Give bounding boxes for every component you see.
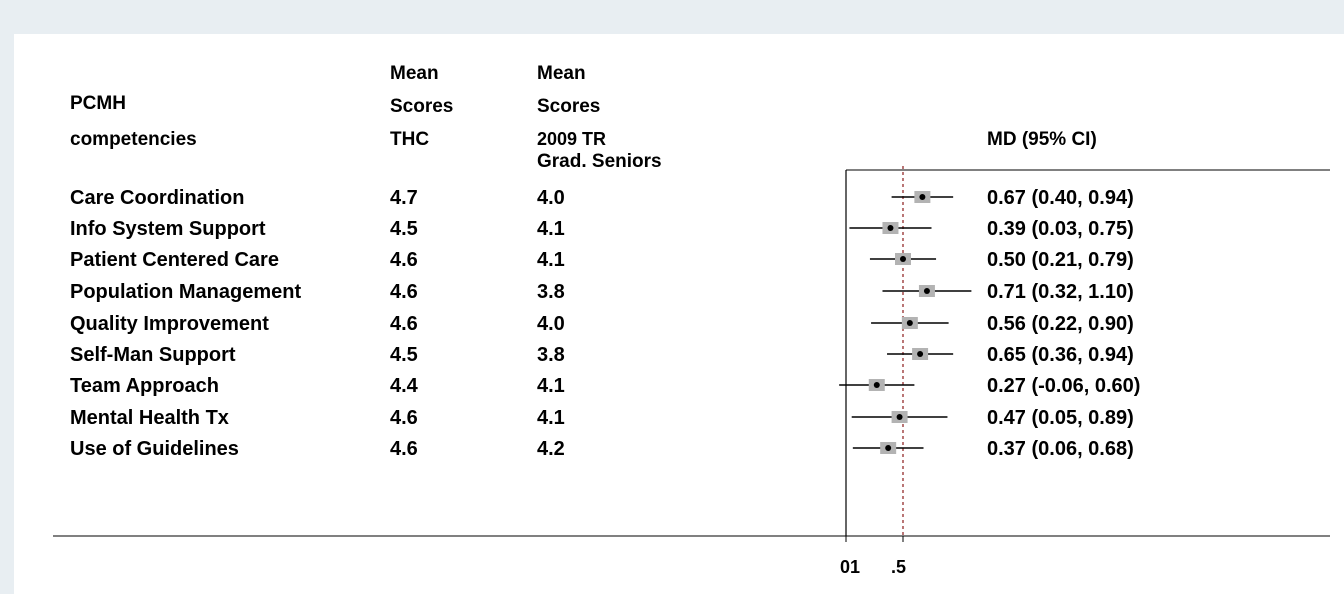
row-tr-score: 4.1 xyxy=(537,375,565,397)
header-thc-line2: Scores xyxy=(390,96,454,117)
point-estimate-dot xyxy=(906,320,913,326)
point-estimate-dot xyxy=(896,414,903,420)
point-estimate-dot xyxy=(873,382,880,388)
row-label: Care Coordination xyxy=(70,187,245,209)
row-label: Quality Improvement xyxy=(70,313,269,335)
point-estimate-dot xyxy=(885,445,892,451)
header-competency-line2: competencies xyxy=(70,129,197,150)
row-md-ci: 0.27 (-0.06, 0.60) xyxy=(987,375,1141,397)
row-md-ci: 0.37 (0.06, 0.68) xyxy=(987,438,1134,460)
row-thc-score: 4.7 xyxy=(390,187,418,209)
row-thc-score: 4.6 xyxy=(390,438,418,460)
x-tick-label: 1 xyxy=(850,557,860,577)
row-label: Population Management xyxy=(70,281,302,303)
row-thc-score: 4.6 xyxy=(390,313,418,335)
point-estimate-dot xyxy=(919,194,926,200)
row-md-ci: 0.39 (0.03, 0.75) xyxy=(987,218,1134,240)
row-label: Team Approach xyxy=(70,375,219,397)
row-tr-score: 3.8 xyxy=(537,344,565,366)
row-tr-score: 4.1 xyxy=(537,407,565,429)
row-md-ci: 0.67 (0.40, 0.94) xyxy=(987,187,1134,209)
point-estimate-dot xyxy=(923,288,930,294)
row-md-ci: 0.65 (0.36, 0.94) xyxy=(987,344,1134,366)
row-thc-score: 4.6 xyxy=(390,407,418,429)
header-tr-line1: Mean xyxy=(537,63,586,84)
header-md: MD (95% CI) xyxy=(987,129,1097,150)
row-thc-score: 4.4 xyxy=(390,375,418,397)
row-md-ci: 0.50 (0.21, 0.79) xyxy=(987,249,1134,271)
row-label: Patient Centered Care xyxy=(70,249,279,271)
header-tr-line3: 2009 TR xyxy=(537,129,607,149)
header-tr-line4: Grad. Seniors xyxy=(537,151,662,172)
row-label: Use of Guidelines xyxy=(70,438,239,460)
row-thc-score: 4.5 xyxy=(390,344,418,366)
row-label: Mental Health Tx xyxy=(70,407,229,429)
header-thc-line3: THC xyxy=(390,129,430,150)
row-md-ci: 0.56 (0.22, 0.90) xyxy=(987,313,1134,335)
x-tick-label: .5 xyxy=(891,557,906,577)
row-tr-score: 4.2 xyxy=(537,438,565,460)
row-label: Info System Support xyxy=(70,218,266,240)
point-estimate-dot xyxy=(917,351,924,357)
row-md-ci: 0.47 (0.05, 0.89) xyxy=(987,407,1134,429)
header-thc-line1: Mean xyxy=(390,63,439,84)
row-md-ci: 0.71 (0.32, 1.10) xyxy=(987,281,1134,303)
row-tr-score: 4.1 xyxy=(537,249,565,271)
chart-panel xyxy=(14,34,1344,594)
row-tr-score: 4.1 xyxy=(537,218,565,240)
header-competency-line1: PCMH xyxy=(70,93,126,114)
row-thc-score: 4.6 xyxy=(390,249,418,271)
row-label: Self-Man Support xyxy=(70,344,236,366)
x-tick-label: 0 xyxy=(840,557,850,577)
row-thc-score: 4.5 xyxy=(390,218,418,240)
point-estimate-dot xyxy=(900,256,906,262)
row-tr-score: 4.0 xyxy=(537,187,565,209)
row-thc-score: 4.6 xyxy=(390,281,418,303)
point-estimate-dot xyxy=(887,225,894,231)
row-tr-score: 4.0 xyxy=(537,313,565,335)
header-tr-line2: Scores xyxy=(537,96,601,117)
row-tr-score: 3.8 xyxy=(537,281,565,303)
